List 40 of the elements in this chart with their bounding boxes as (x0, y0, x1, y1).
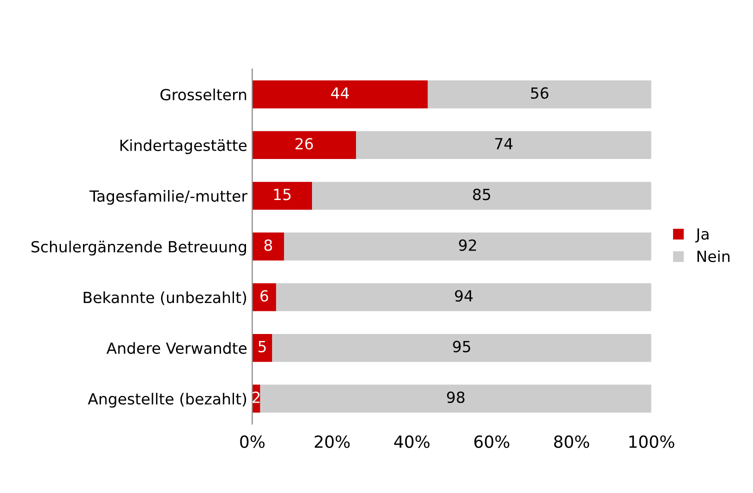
data-label: 44 (331, 87, 349, 99)
bar (312, 182, 652, 210)
y-tick-label: Schulergänzende Betreuung (32, 240, 246, 256)
legend-label: Nein (697, 250, 730, 262)
bar (260, 384, 652, 413)
data-label: 98 (447, 392, 464, 404)
x-tick-label: 80% (554, 435, 590, 448)
data-label: 2 (252, 392, 260, 403)
data-label: 8 (264, 239, 272, 251)
y-tick-label: Grosseltern (160, 88, 246, 100)
bar (284, 232, 652, 260)
y-tick-label: Tagesfamilie/-mutter (89, 190, 248, 205)
data-label: 92 (459, 239, 476, 251)
data-label: 94 (455, 290, 473, 302)
data-label: 74 (495, 138, 513, 150)
data-label: 95 (453, 340, 470, 352)
x-tick-label: 100% (629, 435, 674, 448)
y-tick-label: Andere Verwandte (106, 342, 247, 354)
x-tick-label: 60% (474, 435, 510, 448)
bar (276, 283, 652, 312)
bar (272, 334, 652, 362)
bar (428, 80, 652, 108)
data-label: 15 (274, 188, 291, 200)
x-tick-label: 0% (240, 435, 265, 448)
x-tick-label: 20% (314, 435, 350, 448)
y-tick-label: Angestellte (bezahlt) (88, 392, 246, 408)
data-label: 6 (260, 290, 268, 302)
data-label: 56 (531, 87, 548, 99)
x-tick-label: 40% (394, 435, 430, 448)
data-label: 85 (473, 188, 490, 200)
data-label: 5 (258, 340, 266, 352)
bar (252, 131, 356, 160)
y-tick-label: Bekannte (unbezahlt) (84, 291, 246, 306)
bar (252, 182, 312, 210)
data-label: 26 (296, 138, 313, 150)
bar (252, 80, 428, 108)
y-tick-label: Kindertagestätte (120, 139, 247, 154)
bar (252, 232, 284, 260)
bar (356, 131, 652, 160)
legend-label: Ja (695, 228, 708, 243)
